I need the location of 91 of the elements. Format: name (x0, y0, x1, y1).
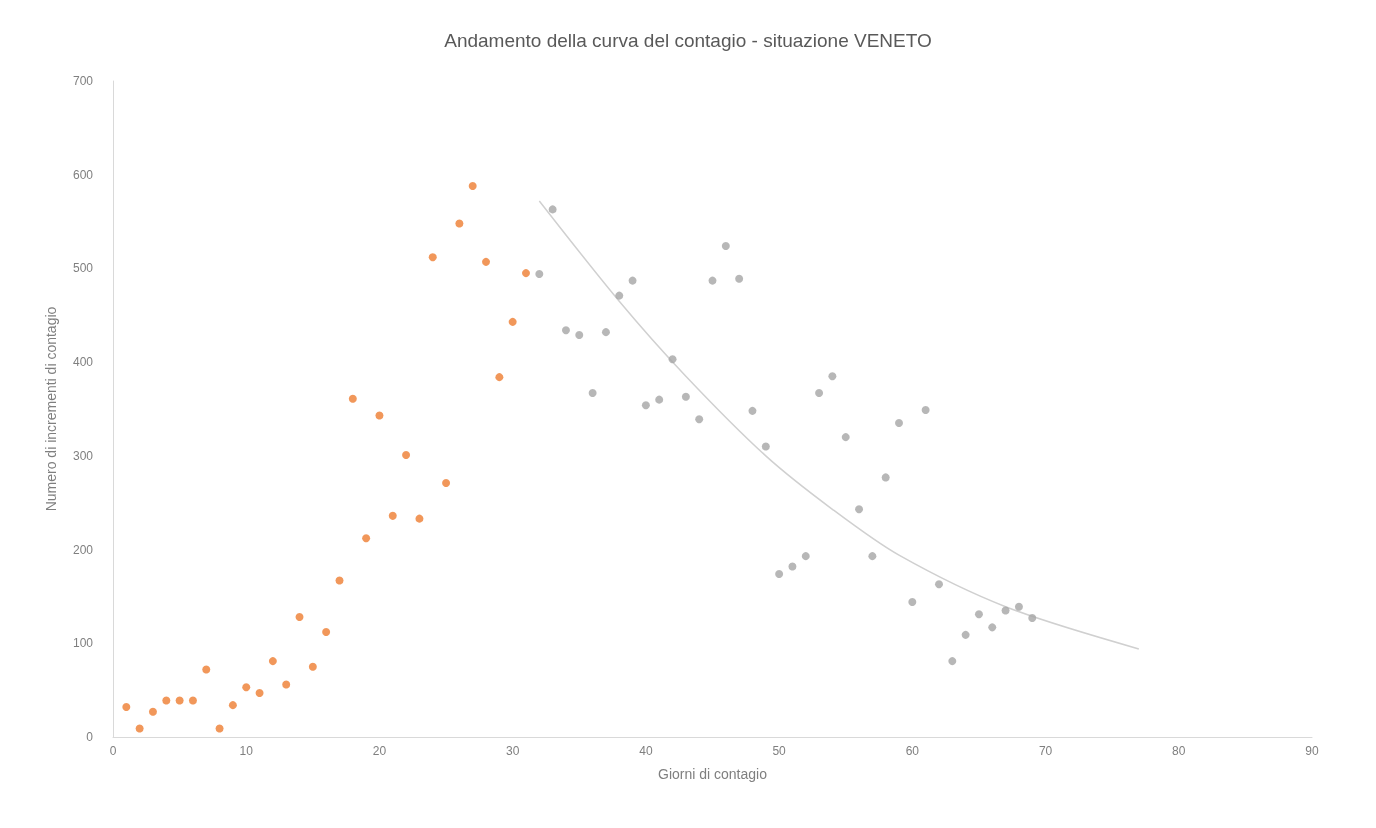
point (228, 701, 237, 710)
point (122, 703, 131, 712)
point (655, 395, 664, 404)
point (601, 328, 610, 337)
y-axis-title: Numero di incrementi di contagio (43, 306, 59, 512)
x-tick-label: 30 (505, 744, 520, 758)
x-tick-label: 40 (639, 744, 653, 758)
point (468, 181, 477, 190)
point (362, 534, 371, 543)
point (548, 205, 557, 214)
y-tick-label: 0 (86, 730, 94, 744)
x-tick-label: 10 (239, 744, 254, 758)
x-tick-label: 50 (772, 744, 787, 758)
point (788, 562, 797, 571)
point (921, 405, 930, 414)
x-tick-label: 0 (109, 744, 117, 758)
y-tick-label: 700 (72, 74, 94, 88)
x-tick-label: 90 (1305, 744, 1319, 758)
y-tick-label: 600 (72, 167, 94, 182)
point (295, 613, 304, 622)
point (482, 257, 491, 266)
point (628, 276, 637, 285)
x-tick-label: 70 (1038, 744, 1053, 758)
y-tick-label: 500 (72, 261, 94, 276)
x-tick-label: 20 (372, 744, 387, 758)
point (668, 355, 677, 364)
point (588, 389, 597, 398)
point (215, 724, 224, 733)
point (188, 696, 197, 705)
point (148, 707, 157, 716)
point (961, 630, 970, 639)
point (801, 552, 810, 561)
x-tick-label: 80 (1172, 744, 1186, 758)
point (508, 317, 517, 326)
point (282, 680, 291, 689)
point (322, 628, 331, 637)
point (988, 623, 997, 632)
point (708, 276, 717, 285)
point (415, 514, 424, 523)
point (934, 580, 943, 589)
point (948, 657, 957, 666)
point (775, 569, 784, 578)
point (895, 419, 904, 428)
y-tick-label: 300 (72, 448, 94, 463)
y-tick-label: 100 (72, 636, 94, 651)
y-tick-label: 400 (72, 355, 94, 370)
point (761, 442, 770, 451)
x-axis-title: Giorni di contagio (658, 766, 768, 782)
point (1028, 613, 1037, 622)
point (695, 415, 704, 424)
point (308, 662, 317, 671)
point (402, 450, 411, 459)
chart-title: Andamento della curva del contagio - situazione VENETO (444, 30, 932, 51)
point (681, 392, 690, 401)
point (561, 326, 570, 335)
point (641, 401, 650, 410)
point (815, 389, 824, 398)
point (881, 473, 890, 482)
point (335, 576, 344, 585)
point (455, 219, 464, 228)
point (495, 373, 504, 382)
point (255, 688, 264, 697)
point (748, 406, 757, 415)
point (855, 505, 864, 514)
point (1014, 602, 1023, 611)
point (388, 511, 397, 520)
point (841, 433, 850, 442)
point (908, 598, 917, 607)
line-series (538, 200, 1140, 650)
point (162, 696, 171, 705)
point (1001, 606, 1010, 615)
point (721, 241, 730, 250)
point (375, 411, 384, 420)
point (735, 274, 744, 283)
point (202, 665, 211, 674)
point (268, 657, 277, 666)
y-tick-label: 200 (72, 542, 94, 557)
point (175, 696, 184, 705)
point (348, 394, 357, 403)
x-tick-label: 60 (905, 744, 920, 758)
point (242, 683, 251, 692)
point (615, 291, 624, 300)
point (135, 724, 144, 733)
point (442, 479, 451, 488)
point (522, 269, 530, 278)
point (575, 330, 584, 339)
point (535, 270, 544, 279)
point (868, 552, 877, 561)
point (428, 253, 437, 262)
point (974, 610, 983, 619)
point (828, 372, 837, 381)
